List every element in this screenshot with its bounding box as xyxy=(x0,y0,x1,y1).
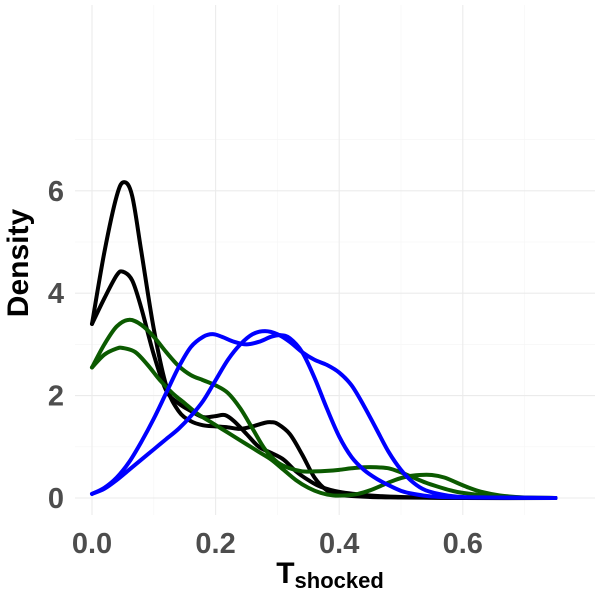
y-tick-label: 4 xyxy=(48,278,64,310)
density-curve-1 xyxy=(90,180,558,501)
density-curve-2 xyxy=(90,269,558,501)
density-curve-5 xyxy=(90,332,558,500)
density-curve-3 xyxy=(90,317,558,500)
y-tick-label: 6 xyxy=(48,176,64,208)
x-axis-title-subscript: shocked xyxy=(295,568,384,593)
y-tick-label: 2 xyxy=(48,381,64,413)
density-curves xyxy=(90,180,558,501)
x-axis-title: Tshocked xyxy=(276,557,384,593)
y-axis-title: Density xyxy=(2,209,35,318)
density-curve-4 xyxy=(90,345,558,500)
y-tick-labels: 0 2 4 6 xyxy=(48,176,64,515)
x-tick-labels: 0.0 0.2 0.4 0.6 xyxy=(72,528,483,560)
x-tick-label: 0.4 xyxy=(319,528,359,560)
x-axis-title-main: T xyxy=(276,557,294,590)
grid xyxy=(75,5,595,515)
density-curve-6 xyxy=(90,329,558,500)
x-tick-label: 0.2 xyxy=(195,528,235,560)
y-tick-label: 0 xyxy=(48,483,64,515)
x-tick-label: 0.0 xyxy=(72,528,112,560)
x-tick-label: 0.6 xyxy=(443,528,483,560)
